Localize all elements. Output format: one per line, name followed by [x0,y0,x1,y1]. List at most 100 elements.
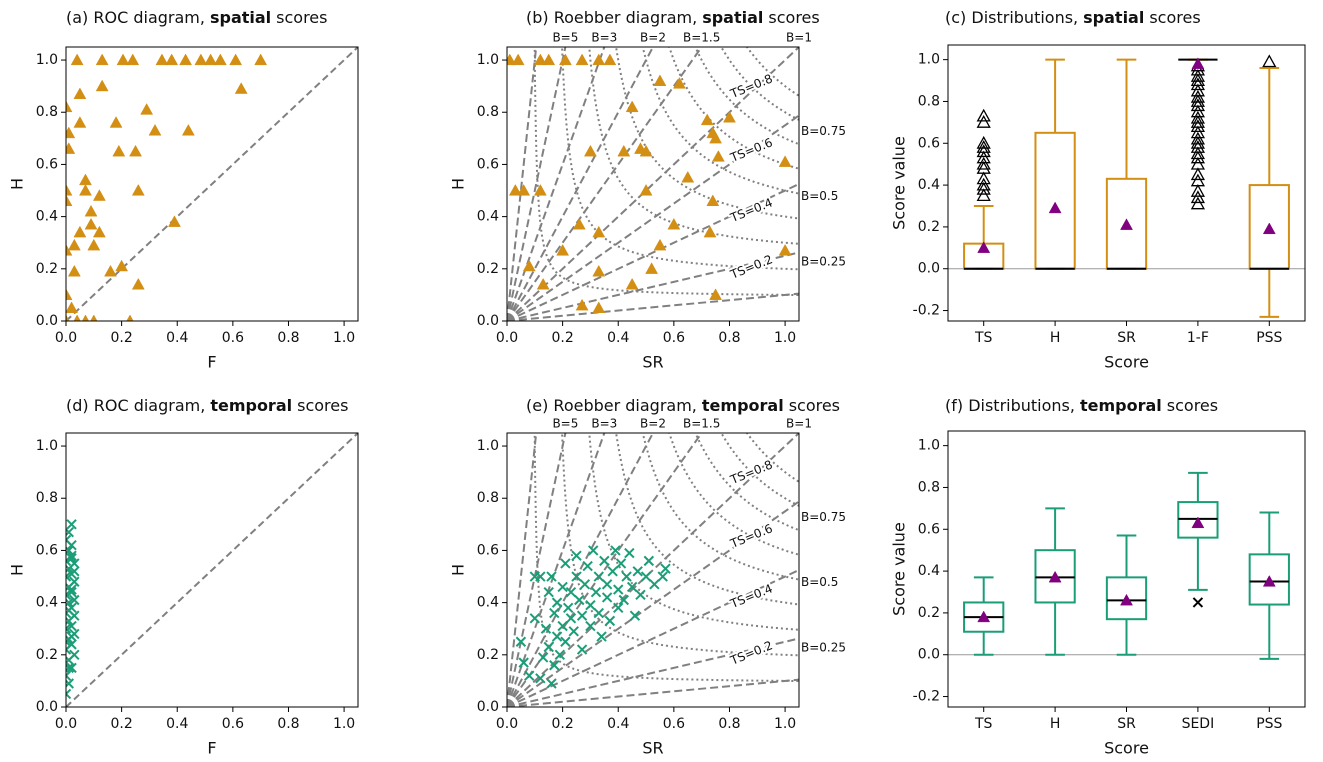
point [585,620,596,632]
title-part: (e) Roebber diagram, [526,396,697,415]
point [66,586,77,598]
outlier [976,177,991,191]
x-tick-label: 1.0 [774,716,796,732]
mean-marker [1262,575,1276,587]
panel-title: (e) Roebber diagram, temporal scores [526,396,840,415]
outlier [1190,69,1206,82]
point [711,150,725,162]
point [116,53,130,66]
y-tick-label: 0.8 [918,479,940,495]
point [129,144,142,157]
point [131,184,145,196]
point [67,238,81,251]
bias-line [507,637,799,707]
x-axis-label: Score [1104,353,1149,372]
box [1177,501,1219,539]
point [155,53,169,66]
y-tick-label: 0.0 [36,699,58,715]
point [629,610,641,621]
point [66,636,72,647]
panel: (c) Distributions, spatial scores Score Scor… [890,8,1306,372]
point [148,123,162,136]
mean-marker [1120,218,1133,230]
point [535,571,546,582]
point [543,586,554,598]
x-axis-label: F [207,739,216,758]
point [79,173,92,186]
ts-label: TS=0.8 [728,457,775,487]
plot-area [507,47,799,321]
x-tick-label: 0.6 [222,330,244,346]
point [179,53,193,66]
point [778,155,792,167]
x-tick-label: 0.8 [718,716,740,732]
title-part: scores [789,396,840,415]
x-tick-label: 0.6 [663,330,685,346]
point [204,53,218,66]
point [635,589,646,600]
point [562,602,574,614]
bias-line [507,47,567,321]
ts-curve [533,433,799,682]
outlier [1190,94,1206,107]
point [66,550,77,561]
point [66,126,76,139]
x-axis-label: F [207,353,216,372]
point [140,103,154,115]
point [579,579,591,590]
outlier [1190,150,1206,164]
point [66,584,77,595]
outlier [976,171,991,185]
point [66,526,74,538]
point [657,571,668,582]
y-tick-label: 0.4 [36,595,58,611]
point [194,53,208,66]
point [95,53,109,66]
outlier [976,115,991,128]
y-tick-label: 0.0 [918,647,940,663]
point [234,82,248,94]
x-tick-label: TS [974,330,993,346]
bias-label: B=5 [552,417,578,431]
point [69,594,80,606]
axes-frame [65,46,359,322]
y-tick-label: 0.2 [918,219,940,235]
title-bold: spatial [210,8,271,27]
y-tick-label: 0.6 [477,156,499,172]
y-tick-label: 0.4 [918,563,940,579]
point [66,620,77,632]
ts-label: TS=0.2 [728,252,775,282]
outlier [976,140,991,153]
mean-marker [977,241,991,253]
ts-curve [561,433,799,657]
point [518,657,529,668]
point [617,144,631,157]
point [73,116,87,128]
x-tick-label: 0.0 [496,716,518,732]
x-tick-label: 0.0 [55,716,77,732]
point [515,636,527,647]
point [508,184,522,196]
point [706,194,720,207]
point [254,53,268,66]
y-tick-label: 0.2 [36,261,58,277]
ts-curve [533,47,799,296]
outlier [976,188,991,201]
point [66,605,74,616]
point [66,545,74,556]
y-tick-label: 0.6 [36,542,58,558]
point [529,613,541,624]
outlier [1190,196,1206,210]
point [592,301,606,314]
point [66,639,77,650]
point [115,259,129,272]
point [90,314,98,321]
point [681,170,695,183]
point [672,77,686,89]
y-tick-label: 0.2 [918,605,940,621]
outlier [976,144,991,158]
title-part: (d) ROC diagram, [66,396,205,415]
x-axis-label: SR [642,353,663,372]
point [557,581,568,593]
bias-line [507,433,799,707]
